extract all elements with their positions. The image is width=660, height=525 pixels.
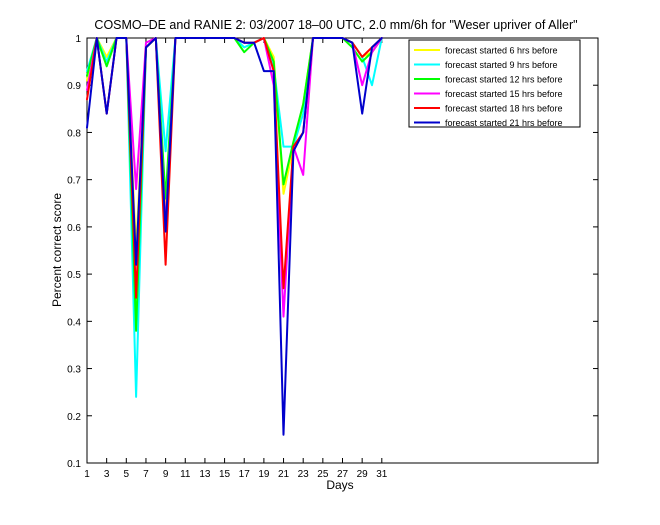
x-tick-label: 19 bbox=[258, 469, 270, 480]
x-tick-label: 5 bbox=[124, 469, 130, 480]
legend-box bbox=[408, 39, 581, 128]
legend-entry: forecast started 21 hrs before bbox=[445, 118, 563, 128]
x-tick-label: 9 bbox=[163, 469, 169, 480]
x-tick-label: 21 bbox=[278, 469, 290, 480]
y-tick-label: 0.4 bbox=[67, 317, 81, 328]
x-tick-label: 3 bbox=[104, 469, 110, 480]
y-tick-label: 0.9 bbox=[67, 81, 81, 92]
chart-legend: forecast started 6 hrs before forecast st… bbox=[408, 39, 581, 128]
y-tick-label: 0.8 bbox=[67, 128, 81, 139]
y-tick-label: 0.1 bbox=[67, 459, 81, 470]
x-tick-label: 17 bbox=[239, 469, 251, 480]
legend-entry: forecast started 12 hrs before bbox=[445, 75, 563, 85]
chart-title: COSMO–DE and RANIE 2: 03/2007 18–00 UTC,… bbox=[94, 18, 577, 32]
x-tick-label: 1 bbox=[84, 469, 90, 480]
y-tick-label: 0.2 bbox=[67, 412, 81, 423]
x-tick-label: 29 bbox=[357, 469, 369, 480]
y-tick-label: 1 bbox=[75, 34, 81, 45]
y-tick-label: 0.6 bbox=[67, 223, 81, 234]
x-tick-label: 7 bbox=[143, 469, 149, 480]
x-tick-label: 13 bbox=[199, 469, 211, 480]
series-lines bbox=[86, 37, 383, 436]
y-tick-label: 0.7 bbox=[67, 176, 81, 187]
legend-entry: forecast started 15 hrs before bbox=[445, 89, 563, 99]
y-tick-label: 0.3 bbox=[67, 365, 81, 376]
x-tick-label: 23 bbox=[298, 469, 310, 480]
legend-entry: forecast started 6 hrs before bbox=[445, 46, 558, 56]
series-line-forecast-started-21-hrs-before bbox=[86, 37, 383, 436]
legend-entry: forecast started 9 hrs before bbox=[445, 60, 558, 70]
x-tick-label: 27 bbox=[337, 469, 349, 480]
x-tick-label: 31 bbox=[376, 469, 388, 480]
x-tick-label: 25 bbox=[317, 469, 329, 480]
y-tick-label: 0.5 bbox=[67, 270, 81, 281]
x-axis: 1 3 5 7 9 11 13 15 17 19 21 23 25 27 29 31 bbox=[84, 38, 388, 480]
x-axis-label: Days bbox=[326, 478, 353, 492]
x-tick-label: 15 bbox=[219, 469, 231, 480]
y-axis: 0.1 0.2 0.3 0.4 0.5 0.6 0.7 0.8 0.9 1 bbox=[67, 34, 598, 470]
y-axis-label: Percent correct score bbox=[50, 193, 64, 307]
x-tick-label: 11 bbox=[180, 469, 191, 480]
legend-entry: forecast started 18 hrs before bbox=[445, 104, 563, 114]
